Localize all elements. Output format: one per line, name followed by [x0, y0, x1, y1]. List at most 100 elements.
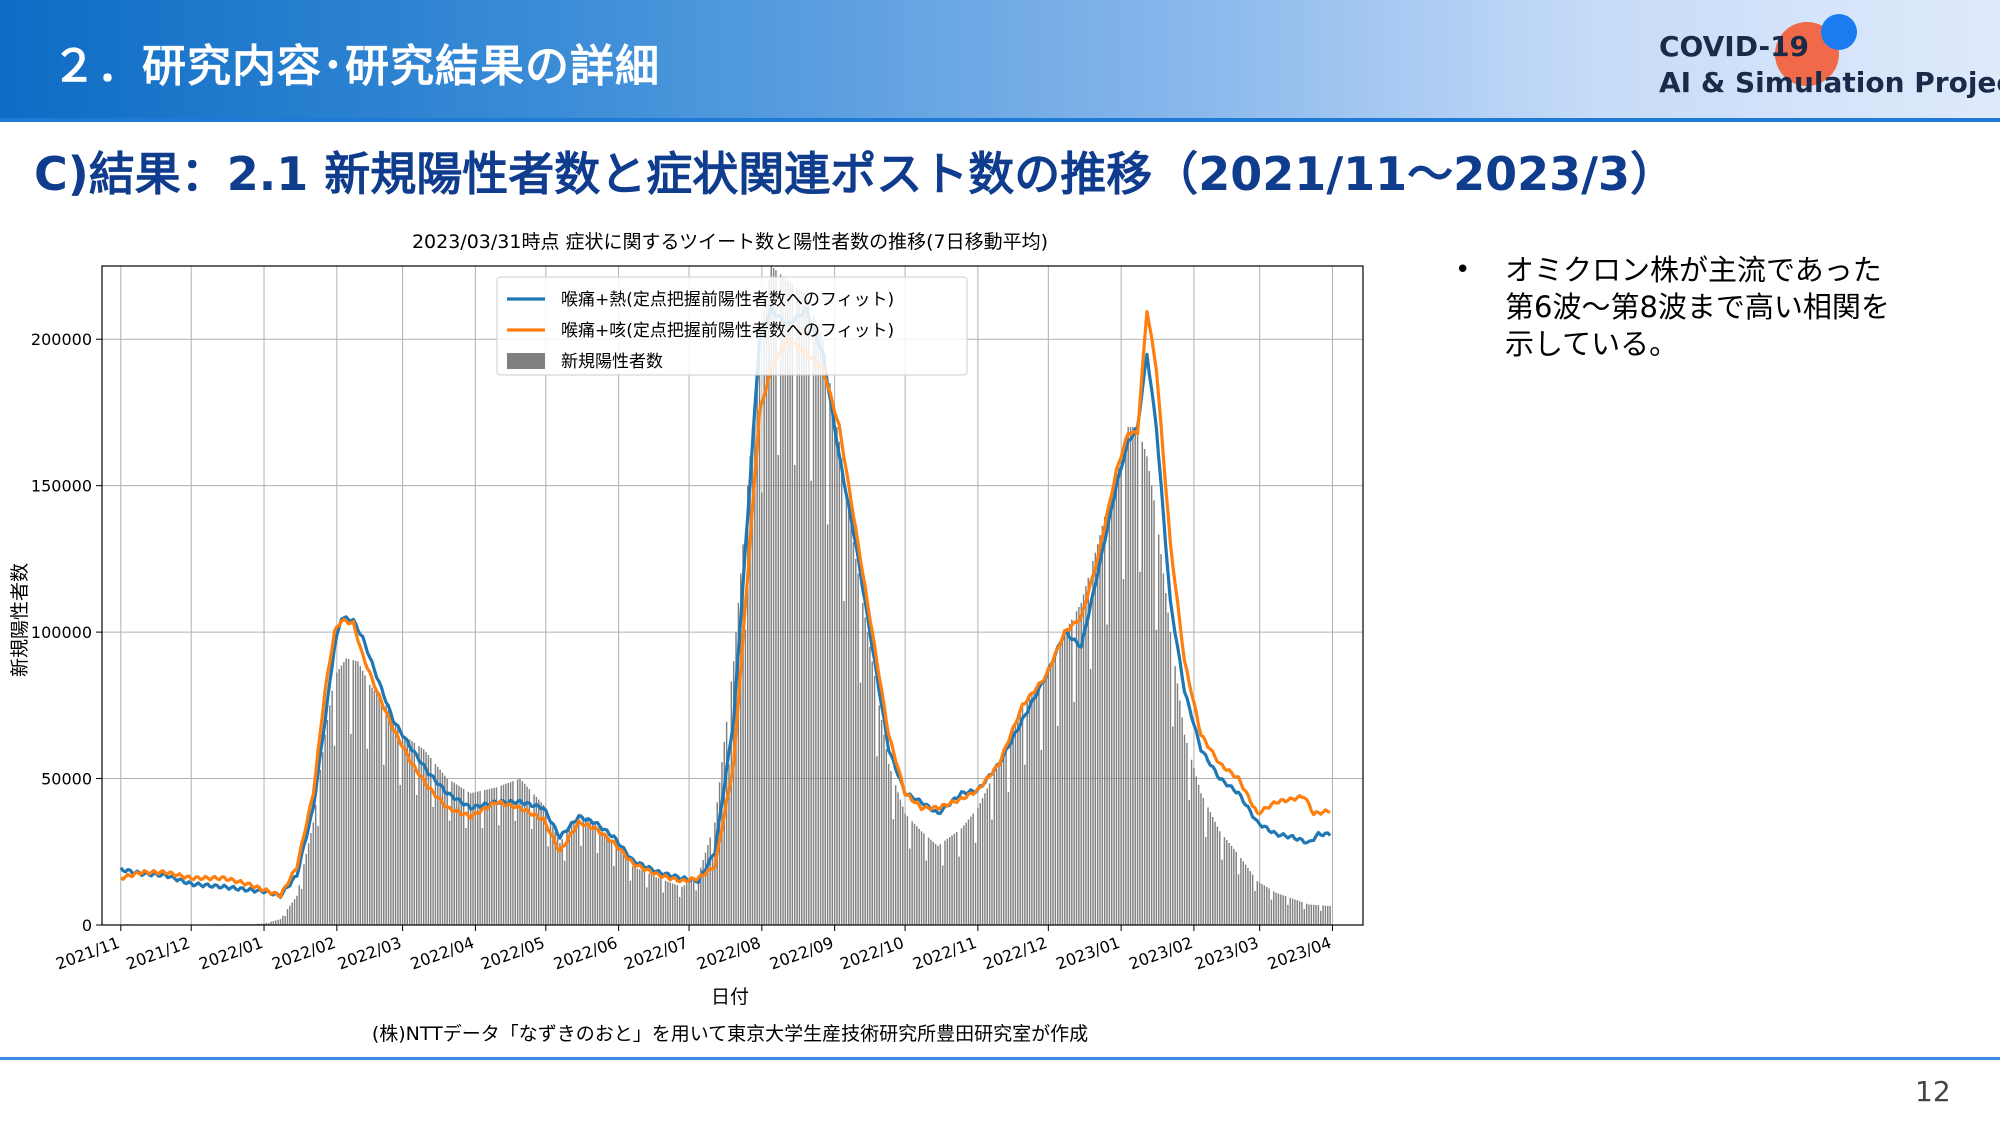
- bar-mark: [542, 804, 545, 925]
- bar-mark: [608, 837, 610, 925]
- bar-mark: [1071, 619, 1073, 925]
- bar-mark: [561, 839, 563, 925]
- chart-title: 2023/03/31時点 症状に関するツイート数と陽性者数の推移(7日移動平均): [412, 231, 1048, 253]
- bar-mark: [596, 853, 599, 925]
- bar-mark: [1113, 480, 1115, 925]
- bar-mark: [1204, 836, 1207, 925]
- logo-text-line1: COVID-19: [1659, 30, 1810, 63]
- bar-mark: [1237, 874, 1240, 925]
- bar-mark: [1327, 905, 1329, 925]
- bar-mark: [697, 875, 700, 925]
- bar-mark: [1261, 883, 1263, 925]
- bar-mark: [930, 839, 932, 925]
- bar-mark: [716, 802, 718, 925]
- bar-mark: [667, 881, 669, 925]
- bar-mark: [1200, 793, 1202, 925]
- bar-mark: [871, 661, 873, 925]
- bar-mark: [789, 282, 791, 926]
- bar-mark: [1087, 577, 1089, 925]
- bar-mark: [1270, 899, 1273, 925]
- bar-mark: [392, 717, 394, 925]
- x-tick-label: 2021/12: [124, 933, 193, 974]
- logo-text-line2: AI & Simulation Project: [1659, 66, 2000, 99]
- bar-mark: [1263, 885, 1266, 925]
- x-tick-label: 2022/05: [478, 933, 547, 974]
- bar-mark: [885, 749, 888, 925]
- bar-mark: [275, 920, 277, 925]
- plot-frame: [101, 265, 1364, 926]
- bar-mark: [925, 860, 927, 925]
- bar-mark: [439, 769, 441, 925]
- bar-mark: [777, 455, 780, 925]
- bar-mark: [540, 802, 542, 925]
- bar-mark: [1247, 867, 1249, 925]
- bar-mark: [1078, 607, 1080, 925]
- bar-mark: [653, 876, 655, 925]
- bar-mark: [650, 874, 653, 925]
- bar-mark: [535, 797, 538, 925]
- bar-mark: [984, 793, 986, 925]
- bar-mark: [728, 764, 730, 925]
- bar-mark: [1174, 666, 1176, 925]
- bar-mark: [890, 771, 892, 925]
- bar-mark: [941, 865, 944, 925]
- bar-mark: [300, 888, 303, 925]
- bar-mark: [1216, 826, 1219, 925]
- bar-mark: [817, 326, 819, 926]
- bar-mark: [366, 748, 369, 925]
- bar-mark: [972, 813, 974, 925]
- bar-mark: [932, 841, 935, 925]
- bar-mark: [744, 629, 747, 925]
- bar-mark: [629, 880, 632, 925]
- bar-mark: [307, 843, 310, 925]
- bar-mark: [415, 794, 418, 925]
- bar-mark: [864, 617, 866, 925]
- bar-mark: [1214, 821, 1216, 925]
- bar-mark: [1303, 909, 1306, 925]
- bar-mark: [1320, 910, 1322, 925]
- bar-mark: [845, 491, 848, 925]
- bar-mark: [528, 789, 531, 925]
- bar-mark: [958, 856, 960, 925]
- bar-mark: [761, 492, 763, 925]
- bar-mark: [829, 383, 831, 926]
- x-tick-label: 2023/01: [1054, 933, 1123, 974]
- bar-mark: [1125, 435, 1127, 925]
- bar-mark: [902, 806, 904, 925]
- bar-mark: [796, 287, 798, 925]
- bar-mark: [1193, 768, 1195, 925]
- bar-mark: [711, 856, 714, 925]
- bar-mark: [296, 895, 298, 925]
- bar-mark: [462, 788, 465, 925]
- bar-mark: [688, 881, 690, 925]
- x-tick-label: 2022/06: [551, 933, 620, 974]
- bar-mark: [627, 860, 629, 925]
- bar-mark: [1127, 427, 1129, 925]
- bar-mark: [1031, 693, 1033, 925]
- bar-mark: [622, 854, 625, 925]
- bar-mark: [1096, 544, 1099, 925]
- bullet-text: オミクロン株が主流であった第6波～第8波まで高い相関を示している。: [1505, 253, 1890, 361]
- bar-mark: [530, 829, 533, 925]
- bar-mark: [1061, 637, 1064, 925]
- bar-mark: [1273, 891, 1275, 925]
- bar-mark: [1287, 904, 1289, 925]
- bar-mark: [566, 832, 568, 925]
- bar-mark: [451, 781, 453, 925]
- bar-mark: [453, 782, 455, 925]
- bar-mark: [411, 741, 413, 925]
- bar-mark: [1028, 696, 1031, 925]
- bar-mark: [1298, 901, 1301, 925]
- bar-mark: [430, 758, 432, 925]
- page-number: 12: [1915, 1075, 1951, 1108]
- bar-mark: [538, 799, 540, 925]
- bar-mark: [1002, 752, 1005, 925]
- bar-mark: [1052, 659, 1054, 925]
- bar-mark: [631, 866, 634, 925]
- bar-mark: [1251, 874, 1254, 925]
- bar-mark: [354, 660, 357, 925]
- bar-mark: [347, 659, 350, 925]
- bar-mark: [289, 905, 291, 925]
- bar-mark: [998, 763, 1000, 925]
- bar-mark: [840, 458, 843, 925]
